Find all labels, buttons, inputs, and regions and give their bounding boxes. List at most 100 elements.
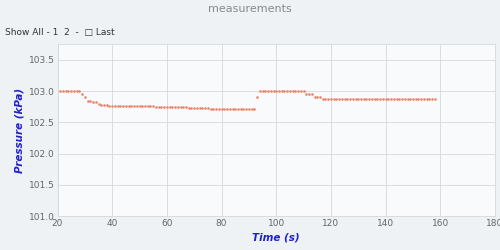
Point [108,104,116,108]
Point [384,97,392,101]
Point [417,97,425,101]
Point [248,107,256,111]
Point [89,100,97,104]
Point [324,97,332,101]
Point [133,104,141,108]
Point [141,104,149,108]
Point [130,104,138,108]
Point [278,89,285,93]
Point [414,97,422,101]
Point [138,104,146,108]
Point [387,97,395,101]
Point [253,96,261,100]
Point [78,92,86,96]
Point [330,97,338,101]
Point [72,89,80,93]
Point [128,104,136,108]
Point [426,97,434,101]
Point [158,105,166,109]
Point [70,89,78,93]
Point [174,106,182,110]
Point [215,107,223,111]
Point [240,107,248,111]
Point [163,106,171,110]
Point [228,107,236,111]
Point [180,106,188,110]
Point [193,106,201,110]
Point [283,89,291,93]
Point [220,107,228,111]
Point [412,97,420,101]
Point [267,89,275,93]
Point [406,97,414,101]
Point [64,89,72,93]
Point [152,105,160,109]
Point [368,97,376,101]
Point [124,104,132,108]
Point [390,97,398,101]
Point [171,106,179,110]
Point [346,97,354,101]
Point [166,106,173,110]
Point [314,96,322,100]
Point [160,105,168,109]
Point [275,89,283,93]
X-axis label: Time (s): Time (s) [252,232,300,242]
Point [376,97,384,101]
Point [226,107,234,111]
Point [188,106,196,110]
Point [340,97,348,101]
Point [231,107,239,111]
Point [422,97,430,101]
Point [94,102,102,106]
Point [335,97,343,101]
Point [392,97,400,101]
Point [374,97,382,101]
Point [144,104,152,108]
Point [242,107,250,111]
Point [365,97,373,101]
Point [396,97,404,101]
Point [250,107,258,111]
Text: measurements: measurements [208,4,292,14]
Point [379,97,387,101]
Point [62,89,70,93]
Point [370,97,378,101]
Point [264,89,272,93]
Point [270,89,278,93]
Text: Show All - 1  2  -  □ Last: Show All - 1 2 - □ Last [5,28,114,37]
Point [294,89,302,93]
Point [245,107,253,111]
Point [338,97,346,101]
Point [318,97,326,101]
Point [300,89,308,93]
Point [292,89,300,93]
Point [332,97,340,101]
Point [81,96,89,100]
Point [212,107,220,111]
Point [218,107,226,111]
Point [210,107,218,111]
Point [272,89,280,93]
Point [100,103,108,107]
Point [76,89,84,93]
Y-axis label: Pressure (kPa): Pressure (kPa) [14,88,24,173]
Point [201,106,209,110]
Point [236,107,244,111]
Point [234,107,242,111]
Point [111,104,119,108]
Point [106,104,114,108]
Point [398,97,406,101]
Point [310,96,318,100]
Point [288,89,296,93]
Point [146,104,154,108]
Point [119,104,127,108]
Point [352,97,360,101]
Point [223,107,231,111]
Point [431,97,439,101]
Point [114,104,122,108]
Point [262,89,270,93]
Point [136,104,143,108]
Point [84,98,92,102]
Point [297,89,305,93]
